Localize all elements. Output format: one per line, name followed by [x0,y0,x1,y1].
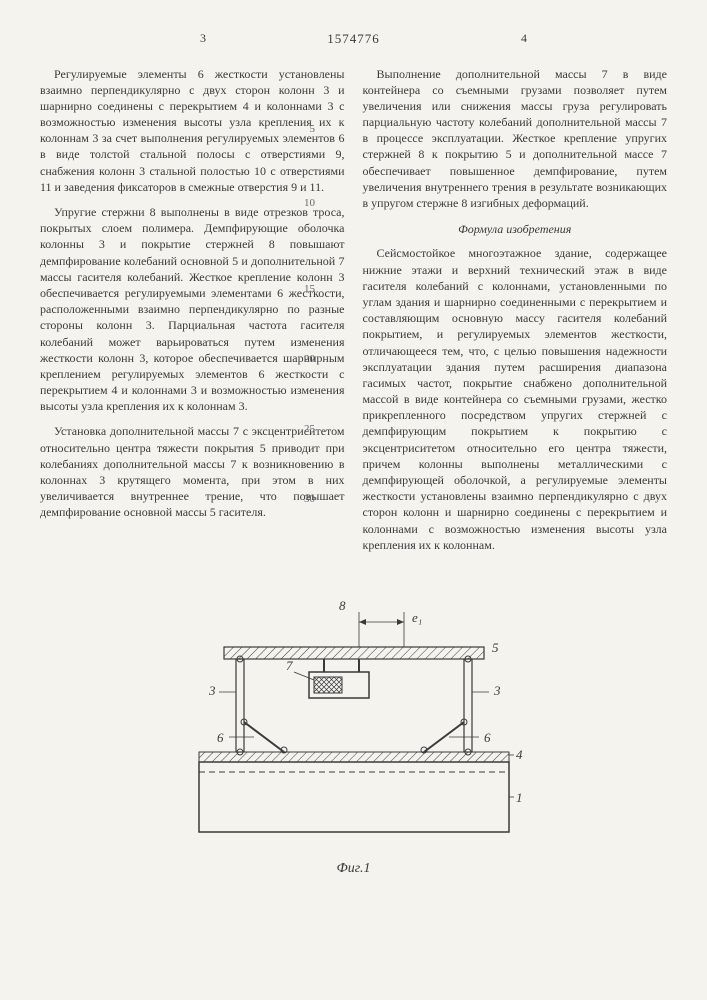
figure-caption: Фиг.1 [40,860,667,879]
doc-number: 1574776 [40,30,667,48]
figure: 8 e₁ 7 5 3 3 6 6 4 1 Фиг.1 [40,592,667,879]
figure-svg: 8 e₁ 7 5 3 3 6 6 4 1 [144,592,564,852]
right-p2: Сейсмостойкое многоэтажное здание, содер… [363,245,668,553]
text-columns: Регулируемые элементы 6 жесткости устано… [40,66,667,562]
fig-label-5: 5 [492,640,499,655]
line-marker: 10 [304,196,315,211]
left-p2: Упругие стержни 8 выполнены в виде отрез… [40,204,345,414]
fig-label-e1: e₁ [412,610,422,625]
fig-label-3a: 3 [208,683,216,698]
right-p1: Выполнение дополнительной массы 7 в виде… [363,66,668,212]
left-column: Регулируемые элементы 6 жесткости устано… [40,66,345,562]
page-number-right: 4 [521,30,527,46]
page-number-left: 3 [200,30,206,46]
formula-title: Формула изобретения [363,221,668,237]
line-marker: 30 [304,492,315,507]
fig-label-8: 8 [339,598,346,613]
left-p3: Установка дополнительной массы 7 с эксце… [40,423,345,520]
fig-label-6a: 6 [217,730,224,745]
fig-label-1: 1 [516,790,523,805]
fig-label-4: 4 [516,747,523,762]
line-marker: 25 [304,422,315,437]
right-column: 5 10 15 20 25 30 Выполнение дополнительн… [363,66,668,562]
fig-label-7: 7 [286,658,293,673]
line-marker: 5 [310,122,316,137]
fig-label-6b: 6 [484,730,491,745]
fig-label-3b: 3 [493,683,501,698]
line-marker: 20 [304,352,315,367]
left-p1: Регулируемые элементы 6 жесткости устано… [40,66,345,196]
line-marker: 15 [304,282,315,297]
